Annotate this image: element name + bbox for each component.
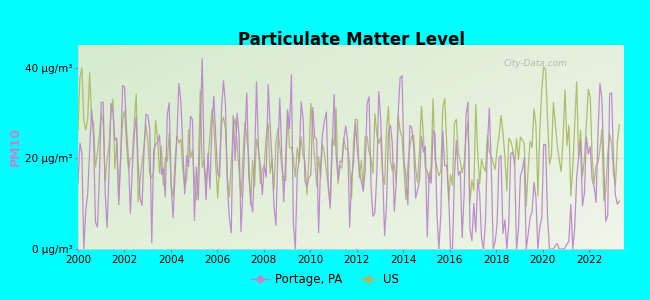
Y-axis label: PM10: PM10 (9, 128, 22, 167)
Title: Particulate Matter Level: Particulate Matter Level (237, 31, 465, 49)
Text: City-Data.com: City-Data.com (504, 59, 568, 68)
Legend: Portage, PA, US: Portage, PA, US (246, 269, 404, 291)
